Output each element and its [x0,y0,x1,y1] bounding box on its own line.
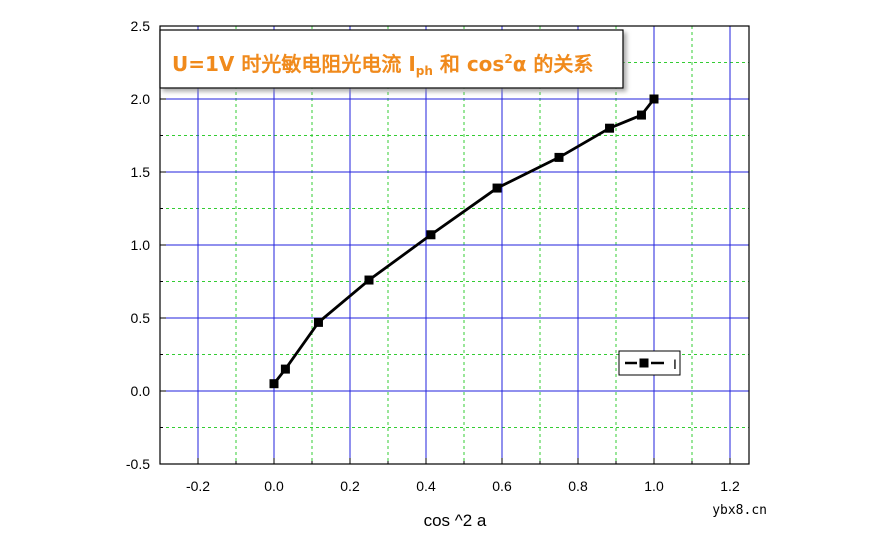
series-i [269,94,659,389]
legend-label: I [673,356,677,372]
x-tick-label: 0.8 [568,478,588,494]
data-point [280,364,290,374]
x-tick-labels: -0.2 0.0 0.2 0.4 0.6 0.8 1.0 1.2 [186,478,740,494]
y-tick-label: 1.5 [131,164,151,180]
data-point [426,230,436,240]
data-point [364,275,374,285]
data-point [649,94,659,104]
legend-marker [639,358,649,368]
series-line [272,98,656,385]
x-tick-label: 0.6 [492,478,512,494]
x-tick-label: 0.0 [264,478,284,494]
chart-title: U=1V 时光敏电阻光电流 Iph 和 cos2α 的关系 [172,52,593,78]
data-point [492,183,502,193]
chart-title-box: U=1V 时光敏电阻光电流 Iph 和 cos2α 的关系 [159,29,624,89]
x-tick-label: 0.2 [340,478,360,494]
x-tick-label: 1.0 [644,478,664,494]
legend: I [618,350,681,376]
y-tick-label: -0.5 [126,456,150,472]
y-tick-label: 2.5 [131,18,151,34]
y-tick-labels: -0.5 0.0 0.5 1.0 1.5 2.0 2.5 [126,18,150,472]
y-tick-label: 1.0 [131,237,151,253]
y-tick-label: 0.0 [131,383,151,399]
data-point [269,379,279,389]
y-tick-label: 0.5 [131,310,151,326]
x-axis-title: cos ^2 a [424,511,487,530]
data-point [554,152,564,162]
y-tick-label: 2.0 [131,91,151,107]
x-tick-label: 0.4 [416,478,436,494]
data-point [636,110,646,120]
x-tick-label: -0.2 [186,478,210,494]
x-tick-label: 1.2 [720,478,740,494]
major-grid [160,26,749,464]
data-point [313,317,323,327]
watermark: ybx8.cn [712,503,767,518]
data-point [605,123,615,133]
